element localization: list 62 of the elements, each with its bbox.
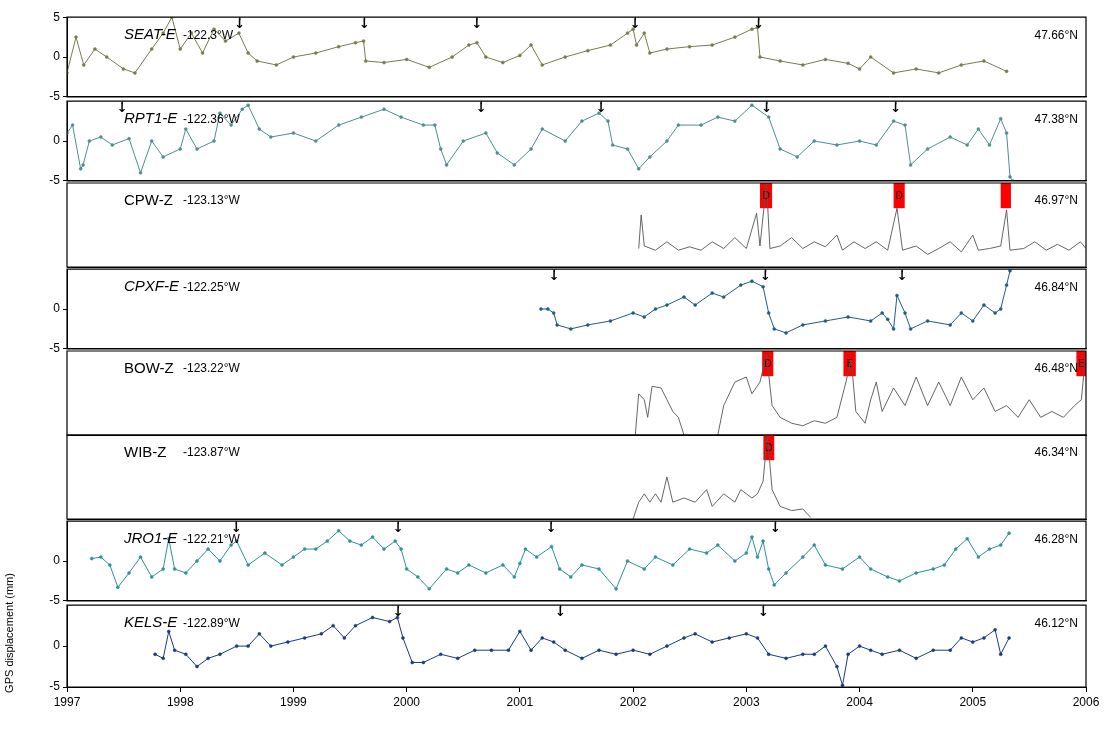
ref-line-label: ↓ xyxy=(595,100,607,116)
annotation: 47.38°N xyxy=(1034,111,1078,126)
y-tick-label: 0 xyxy=(53,49,61,64)
ref-line-label: ↓ xyxy=(471,16,483,32)
x-tick-label: 2001 xyxy=(506,694,534,709)
ref-line-label: ↓ xyxy=(234,16,246,32)
text: -122.25°W xyxy=(183,279,241,294)
y-tick-label: 0 xyxy=(53,301,61,316)
text: CPXF-E xyxy=(124,277,180,295)
text: -123.22°W xyxy=(183,361,241,376)
text: -122.36°W xyxy=(183,111,241,126)
ref-line-label: ↓ xyxy=(475,100,487,116)
y-tick-label: -5 xyxy=(49,89,61,104)
annotation: 47.66°N xyxy=(1034,27,1078,42)
text: WIB-Z xyxy=(124,443,167,461)
x-tick-label: 1999 xyxy=(280,694,308,709)
y-tick-label: -5 xyxy=(49,679,61,694)
y-tick-label: -5 xyxy=(49,593,61,608)
ref-line-label: ↓ xyxy=(392,520,404,536)
annotation: 46.97°N xyxy=(1034,193,1078,208)
y-tick-label: 5 xyxy=(53,9,61,24)
annotation: 46.84°N xyxy=(1034,279,1078,294)
band-label: D xyxy=(763,357,772,369)
x-tick-label: 2004 xyxy=(846,694,874,709)
x-tick-label: 1997 xyxy=(53,694,81,709)
text: -123.87°W xyxy=(183,445,241,460)
x-tick-label: 1998 xyxy=(166,694,194,709)
text: SEAT-E xyxy=(124,25,177,43)
ref-line-label: ↓ xyxy=(890,100,902,116)
x-tick-label: 2000 xyxy=(393,694,421,709)
y-axis-title: GPS displacement (mm) xyxy=(2,573,15,693)
text: -122.21°W xyxy=(183,531,241,546)
text: CPW-Z xyxy=(124,191,173,209)
y-tick-label: -5 xyxy=(49,173,61,188)
ref-line-label: ↓ xyxy=(545,520,557,536)
y-tick-label: 0 xyxy=(53,638,61,653)
text: RPT1-E xyxy=(124,109,179,127)
ref-line-label: ↓ xyxy=(548,268,560,284)
band-label: D xyxy=(762,189,771,201)
y-tick-label: 0 xyxy=(53,553,61,568)
ref-line-label: ↓ xyxy=(896,268,908,284)
text: -123.13°W xyxy=(183,193,241,208)
x-tick-label: 2003 xyxy=(732,694,760,709)
ref-line-label: ↓ xyxy=(753,16,765,32)
y-tick-label: 0 xyxy=(53,133,61,148)
ref-line-label: ↓ xyxy=(392,604,404,620)
annotation: 46.12°N xyxy=(1034,615,1078,630)
text: -122.89°W xyxy=(183,615,241,630)
x-tick-label: 2002 xyxy=(619,694,647,709)
annotation: 46.34°N xyxy=(1034,445,1078,460)
band-label: D xyxy=(895,189,904,201)
text: KELS-E xyxy=(124,613,179,631)
text: BOW-Z xyxy=(124,359,174,377)
text: JRO1-E xyxy=(123,529,179,547)
annotation: 46.28°N xyxy=(1034,531,1078,546)
band-label: E xyxy=(846,357,853,369)
ref-line-label: ↓ xyxy=(629,16,641,32)
band-label: E xyxy=(1078,357,1085,369)
x-tick-label: 2005 xyxy=(959,694,987,709)
y-tick-label: -5 xyxy=(49,341,61,356)
x-tick-label: 2006 xyxy=(1072,694,1100,709)
ref-line-label: ↓ xyxy=(761,100,773,116)
